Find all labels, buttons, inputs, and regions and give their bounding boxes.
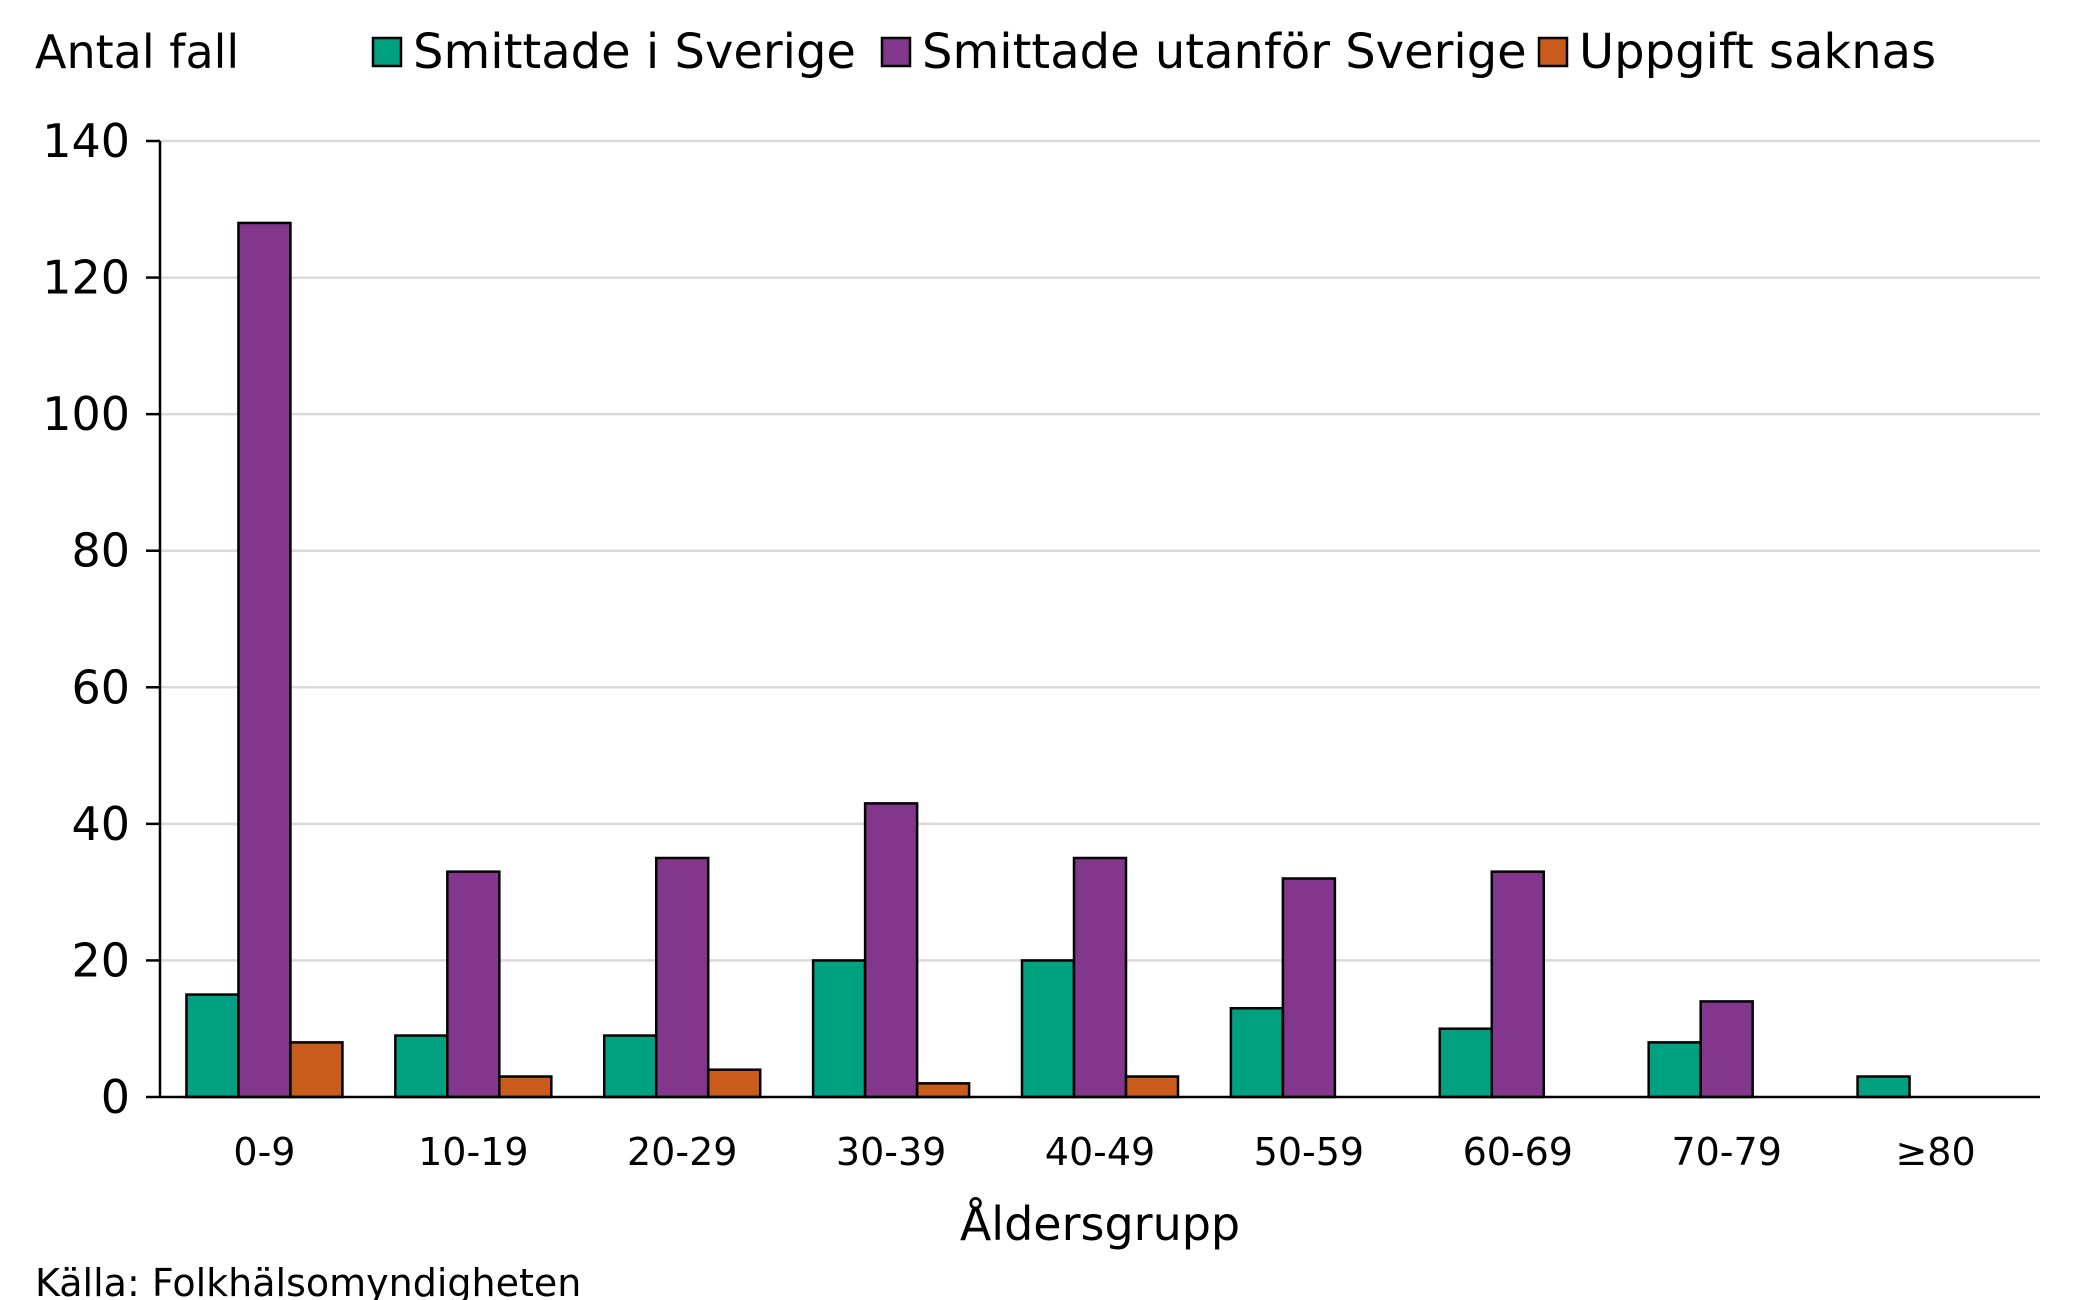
bar <box>1229 1006 1285 1099</box>
x-tick-label: 70-79 <box>1671 1130 1781 1174</box>
bar <box>811 959 867 1099</box>
x-tick-label: 30-39 <box>836 1130 946 1174</box>
bar <box>1699 1000 1754 1099</box>
x-tick-label: 50-59 <box>1254 1130 1364 1174</box>
bar <box>289 1041 344 1099</box>
bar <box>185 993 240 1099</box>
bar <box>1020 959 1076 1099</box>
bar <box>1438 1027 1494 1099</box>
y-tick-labels: 0 20 40 60 80 100 120 140 <box>42 114 130 1124</box>
axes <box>146 139 2040 1099</box>
x-tick-label: 0-9 <box>233 1130 295 1174</box>
bar <box>394 1034 449 1099</box>
bars <box>185 221 1911 1099</box>
x-tick-label: ≥80 <box>1895 1130 1975 1174</box>
bar <box>1281 877 1337 1099</box>
legend-swatch <box>1537 36 1569 68</box>
bar <box>498 1075 553 1099</box>
bar <box>654 856 710 1099</box>
bar <box>1490 870 1546 1099</box>
x-tick-label: 20-29 <box>627 1130 737 1174</box>
bar <box>1647 1041 1702 1099</box>
bar <box>706 1068 762 1099</box>
bar <box>1856 1075 1911 1099</box>
y-tick-label: 20 <box>71 933 130 987</box>
legend: Smittade i Sverige Smittade utanför Sveri… <box>371 24 1936 80</box>
bar <box>602 1034 658 1099</box>
legend-swatch <box>371 36 403 68</box>
y-tick-label: 100 <box>42 387 130 441</box>
x-tick-label: 10-19 <box>418 1130 528 1174</box>
legend-entry: Uppgift saknas <box>1579 24 1936 80</box>
legend-entry: Smittade utanför Sverige <box>922 24 1527 80</box>
y-tick-label: 60 <box>71 660 130 714</box>
legend-entry: Smittade i Sverige <box>413 24 856 80</box>
bar <box>863 802 919 1099</box>
source-note: Källa: Folkhälsomyndigheten <box>35 1261 581 1300</box>
x-tick-labels: 0-9 10-19 20-29 30-39 40-49 50-59 60-69 70-79 ≥8… <box>233 1130 1975 1174</box>
y-tick-label: 120 <box>42 251 130 305</box>
bar <box>915 1082 971 1099</box>
y-tick-label: 80 <box>71 524 130 578</box>
bar <box>1072 856 1128 1099</box>
x-tick-label: 40-49 <box>1045 1130 1155 1174</box>
bar <box>1124 1075 1180 1099</box>
x-axis-label: Åldersgrupp <box>960 1197 1240 1251</box>
bar <box>446 870 501 1099</box>
y-tick-label: 140 <box>42 114 130 168</box>
y-tick-label: 40 <box>71 797 130 851</box>
legend-swatch <box>880 36 912 68</box>
gridlines <box>160 139 2040 962</box>
x-tick-label: 60-69 <box>1463 1130 1573 1174</box>
bar <box>237 221 292 1099</box>
y-axis-label: Antal fall <box>35 25 239 79</box>
y-tick-label: 0 <box>101 1070 130 1124</box>
